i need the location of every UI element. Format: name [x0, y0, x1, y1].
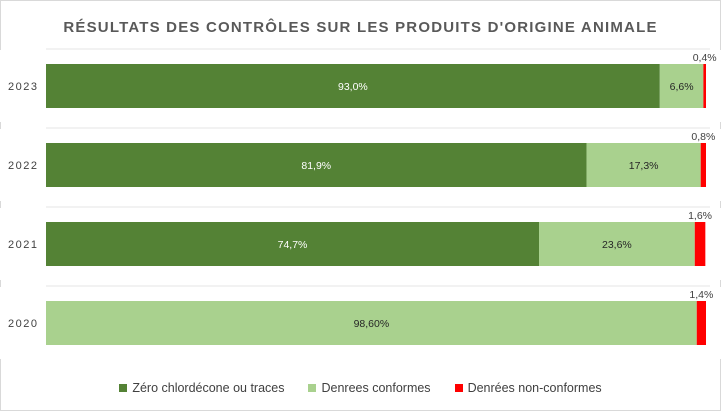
- legend-item-non-conformes: Denrées non-conformes: [454, 381, 602, 395]
- bar-2023-series-2: [703, 64, 706, 108]
- data-label-2021-series-1: 23,6%: [602, 239, 632, 251]
- category-label-2020: 2020: [8, 318, 38, 330]
- legend-item-conformes: Denrees conformes: [308, 381, 431, 395]
- legend-swatch-zero-chlordecone: [119, 384, 128, 392]
- category-label-2023: 2023: [8, 81, 38, 93]
- legend-label-non-conformes: Denrées non-conformes: [467, 381, 602, 395]
- chart-title: RÉSULTATS DES CONTRÔLES SUR LES PRODUITS…: [63, 19, 658, 36]
- legend-swatch-non-conformes: [454, 384, 463, 392]
- bar-2021-series-0: [46, 222, 540, 266]
- legend-label-conformes: Denrees conformes: [321, 381, 431, 395]
- bar-2022-series-1: [586, 143, 701, 187]
- bar-2023-series-1: [659, 64, 704, 108]
- data-label-2023-series-2: 0,4%: [693, 52, 717, 64]
- bar-2023-series-0: [46, 64, 660, 108]
- bar-2020-series-1: [46, 301, 697, 345]
- data-label-2021-series-0: 74,7%: [278, 239, 308, 251]
- chart-legend: Zéro chlordécone ou traces Denrees confo…: [0, 381, 721, 395]
- bar-2021-series-2: [694, 222, 706, 266]
- data-label-2022-series-2: 0,8%: [691, 131, 715, 143]
- legend-item-zero-chlordecone: Zéro chlordécone ou traces: [119, 381, 284, 395]
- data-label-2022-series-1: 17,3%: [629, 160, 659, 172]
- legend-label-zero-chlordecone: Zéro chlordécone ou traces: [132, 381, 285, 395]
- data-label-2020-series-2: 1,4%: [689, 289, 713, 301]
- category-label-2022: 2022: [8, 160, 38, 172]
- category-label-2021: 2021: [8, 239, 38, 251]
- bar-2022-series-2: [700, 143, 706, 187]
- bar-2021-series-1: [539, 222, 695, 266]
- bar-2022-series-0: [46, 143, 587, 187]
- bar-2020-series-2: [696, 301, 706, 345]
- data-label-2020-series-1: 98,60%: [354, 318, 390, 330]
- data-label-2022-series-0: 81,9%: [301, 160, 331, 172]
- data-label-2021-series-2: 1,6%: [688, 210, 712, 222]
- legend-swatch-conformes: [308, 384, 317, 392]
- data-label-2023-series-0: 93,0%: [338, 81, 368, 93]
- data-label-2023-series-1: 6,6%: [670, 81, 694, 93]
